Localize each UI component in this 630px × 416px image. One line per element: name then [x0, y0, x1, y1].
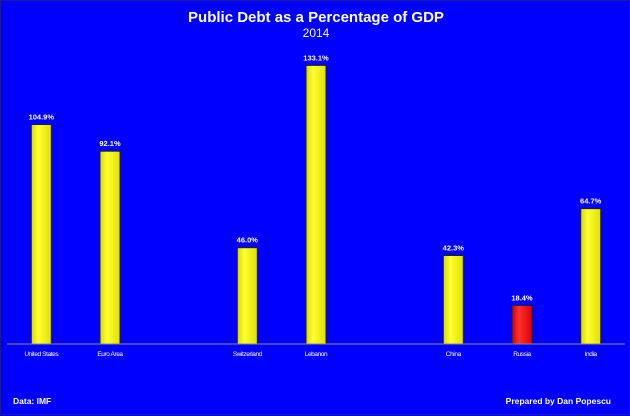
data-label-euro-area: 92.1%	[99, 139, 121, 148]
tick-label-india: India	[585, 351, 598, 358]
source-note: Data: IMF	[13, 396, 51, 406]
chart-subtitle: 2014	[303, 26, 330, 40]
bar-russia	[511, 305, 533, 345]
tick-labels-layer: United States Euro Area Switzerland Lebanon…	[24, 351, 598, 358]
tick-label-china: China	[446, 351, 462, 358]
data-label-china: 42.3%	[443, 244, 465, 253]
data-label-lebanon: 133.1%	[303, 53, 329, 62]
tick-label-switzerland: Switzerland	[233, 351, 263, 358]
data-label-russia: 18.4%	[511, 294, 533, 303]
bar-euro-area	[99, 150, 121, 345]
data-label-india: 64.7%	[580, 197, 602, 206]
bar-lebanon	[305, 64, 327, 345]
bar-switzerland	[236, 247, 258, 345]
tick-label-euro-area: Euro Area	[97, 351, 123, 358]
data-label-united-states: 104.9%	[29, 113, 55, 122]
tick-label-russia: Russia	[513, 351, 531, 358]
bar-united-states	[30, 124, 52, 345]
tick-label-united-states: United States	[24, 351, 59, 358]
bar-china	[442, 255, 464, 345]
chart-title: Public Debt as a Percentage of GDP	[188, 9, 444, 26]
credit-note: Prepared by Dan Popescu	[506, 396, 611, 406]
bars-layer: 104.9% 92.1% 46.0% 133.1% 42.3% 18.4% 64.7%	[29, 53, 602, 345]
bar-india	[580, 208, 602, 345]
tick-label-lebanon: Lebanon	[305, 351, 328, 358]
data-label-switzerland: 46.0%	[237, 236, 259, 245]
